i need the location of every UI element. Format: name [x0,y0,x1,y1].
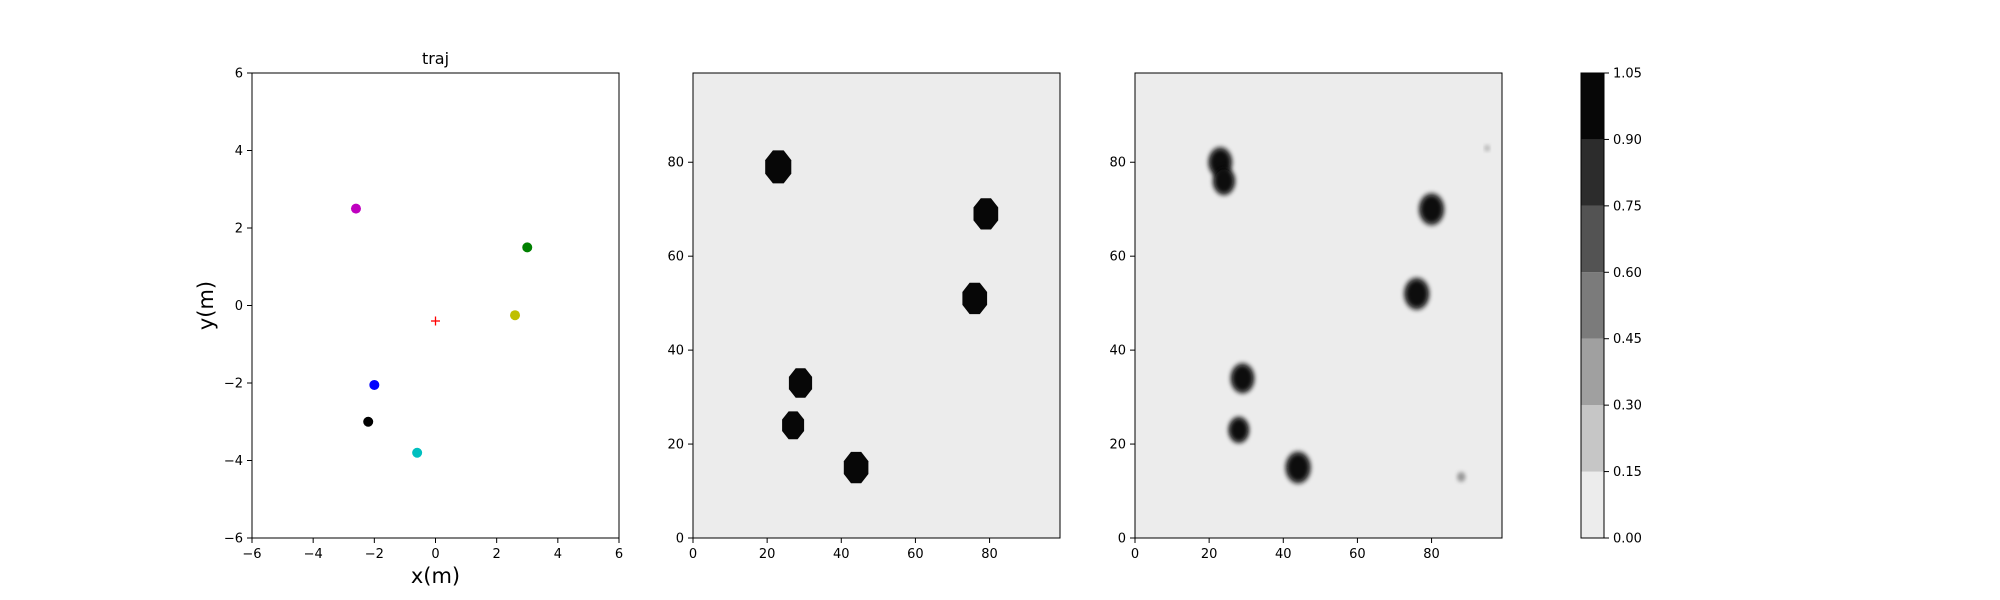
traj-point [412,447,423,458]
map1-background [693,73,1060,538]
map2-blob [1484,145,1490,152]
traj-plot-area [252,73,619,538]
colorbar-band [1581,338,1604,406]
colorbar-frame [1580,72,1605,539]
map1-blob [765,150,792,184]
map2-x-tick-label: 40 [1275,547,1292,562]
map2-x-tick-label: 80 [1423,547,1440,562]
traj-x-tick-label: 6 [615,547,623,562]
map1-y-tick-label: 40 [667,344,684,359]
colorbar-tick-label: 0.15 [1613,465,1642,480]
traj-point [510,310,521,321]
colorbar-band [1581,405,1604,472]
traj-x-axis-label: x(m) [411,564,460,588]
map1-axes-frame [692,72,1061,539]
colorbar-band [1581,205,1604,273]
colorbar-tick-label: 0.90 [1613,133,1642,148]
traj-y-tick-label: −4 [224,454,243,469]
map2-blob [1230,362,1255,395]
colorbar-bands [1581,73,1604,538]
map1-y-tick-label: 60 [667,250,684,265]
map1-blobs [765,150,999,484]
map2-y-tick-label: 20 [1109,438,1126,453]
map1-blob [782,411,805,440]
traj-x-ticks: −6 −4 −2 0 2 4 6 [242,538,623,562]
occupancy-map-1: 0 20 40 60 80 0 20 40 60 80 [667,72,1061,562]
colorbar-band [1581,139,1604,206]
map2-y-tick-label: 60 [1109,250,1126,265]
map1-blob [843,451,869,484]
map2-blob [1418,192,1445,226]
map1-x-tick-label: 80 [981,547,998,562]
traj-y-tick-label: 2 [235,222,243,237]
traj-x-tick-label: −6 [242,547,261,562]
traj-y-axis-label: y(m) [194,281,218,330]
traj-y-tick-label: 0 [235,299,243,314]
map1-x-tick-label: 0 [689,547,697,562]
map2-y-tick-label: 40 [1109,344,1126,359]
traj-y-tick-label: 4 [235,144,243,159]
map1-blob [962,282,988,315]
traj-x-tick-label: 0 [431,547,439,562]
map2-blob [1457,472,1466,482]
occupancy-map-2: 0 20 40 60 80 0 20 40 60 80 [1109,72,1503,562]
traj-y-tick-label: −6 [224,532,243,547]
colorbar-tick-label: 0.75 [1613,199,1642,214]
map2-y-tick-label: 0 [1118,532,1126,547]
traj-y-tick-label: 6 [235,67,243,82]
map2-blob [1212,166,1236,196]
map2-blob [1284,450,1312,485]
map1-x-tick-label: 20 [759,547,776,562]
map2-x-tick-label: 20 [1201,547,1218,562]
map2-x-tick-label: 0 [1131,547,1139,562]
map1-blob [788,368,813,398]
traj-x-tick-label: −2 [365,547,384,562]
traj-point [522,242,533,253]
map1-y-tick-label: 0 [676,532,684,547]
colorbar: 0.00 0.15 0.30 0.45 0.60 0.75 0.90 1.05 [1580,67,1642,547]
map2-x-ticks: 0 20 40 60 80 [1131,538,1440,562]
traj-x-tick-label: −4 [304,547,323,562]
traj-y-ticks: −6 −4 −2 0 2 4 6 [224,67,252,547]
traj-x-tick-label: 2 [493,547,501,562]
colorbar-ticks: 0.00 0.15 0.30 0.45 0.60 0.75 0.90 1.05 [1604,67,1642,547]
map2-blobs [1207,145,1490,485]
map2-y-tick-label: 80 [1109,156,1126,171]
traj-point [369,379,380,390]
traj-y-tick-label: −2 [224,377,243,392]
traj-points [350,203,533,458]
map1-blob [973,198,999,230]
colorbar-band [1581,471,1604,538]
traj-center-marker [431,316,440,326]
colorbar-tick-label: 1.05 [1613,67,1642,82]
map1-x-tick-label: 40 [833,547,850,562]
map2-x-tick-label: 60 [1349,547,1366,562]
map1-x-ticks: 0 20 40 60 80 [689,538,998,562]
map2-y-ticks: 0 20 40 60 80 [1109,156,1135,547]
traj-x-tick-label: 4 [554,547,562,562]
map2-blob [1227,416,1250,444]
map2-blob [1403,276,1430,311]
map1-x-tick-label: 60 [907,547,924,562]
map2-background [1135,73,1502,538]
traj-scatter-chart: traj −6 −4 −2 0 2 4 6 −6 −4 −2 0 2 4 6 x(m) y(m) [194,49,623,588]
colorbar-tick-label: 0.60 [1613,266,1642,281]
colorbar-band [1581,272,1604,339]
colorbar-tick-label: 0.45 [1613,332,1642,347]
colorbar-tick-label: 0.30 [1613,399,1642,414]
traj-point [363,416,374,427]
map1-y-tick-label: 20 [667,438,684,453]
map2-axes-frame [1134,72,1503,539]
traj-point [350,203,361,214]
colorbar-band [1581,73,1604,140]
colorbar-tick-label: 0.00 [1613,532,1642,547]
traj-title: traj [422,49,449,68]
map1-y-ticks: 0 20 40 60 80 [667,156,693,547]
map1-y-tick-label: 80 [667,156,684,171]
